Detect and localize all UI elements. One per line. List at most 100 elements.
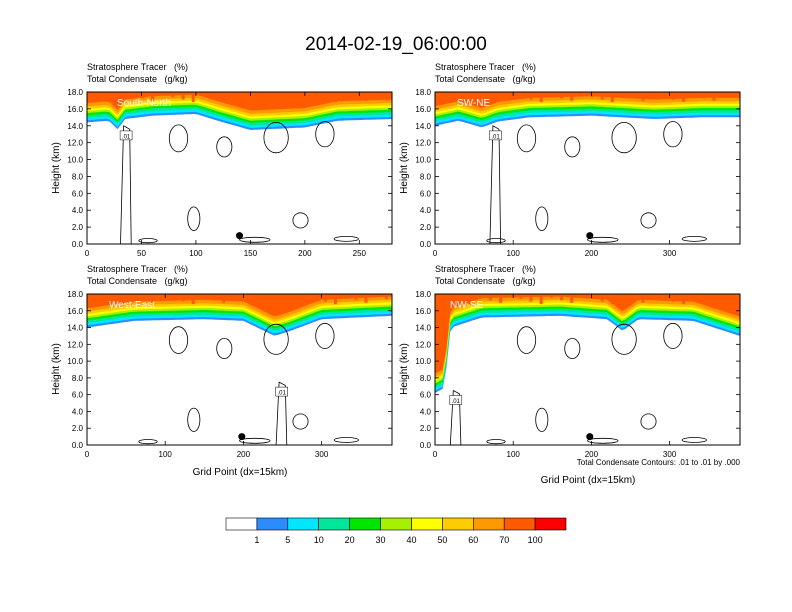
y-tick-label: 8.0 [420, 374, 432, 383]
tracer-streak [712, 294, 716, 303]
y-tick-label: 12.0 [67, 340, 83, 349]
y-axis-label: Height (km) [399, 343, 410, 395]
condensate-contour [449, 389, 462, 445]
x-tick-label: 200 [298, 249, 312, 258]
condensate-contour [516, 124, 537, 153]
x-tick-label: 200 [237, 450, 251, 459]
x-tick-label: 100 [189, 249, 203, 258]
condensate-contour [535, 206, 549, 231]
y-tick-label: 6.0 [420, 189, 432, 198]
x-axis-label: Grid Point (dx=15km) [193, 467, 288, 478]
contour-label: .01 [491, 134, 500, 140]
tracer-streak [651, 294, 655, 297]
y-tick-label: 0.0 [420, 441, 432, 450]
tracer-streak [222, 92, 226, 101]
colorbar-label: 60 [468, 535, 478, 545]
location-marker [238, 433, 246, 441]
x-tick-label: 150 [244, 249, 258, 258]
y-tick-label: 6.0 [72, 189, 84, 198]
contour-label-box [449, 395, 463, 405]
location-marker [236, 232, 243, 240]
tracer-field [87, 92, 392, 130]
tracer-streak [120, 92, 124, 103]
y-tick-label: 10.0 [67, 357, 83, 366]
tracer-band [435, 294, 740, 374]
colorbar-swatch [256, 517, 289, 531]
tracer-streak [509, 92, 513, 95]
tracer-streak [661, 92, 665, 98]
tracer-streak [151, 294, 155, 303]
contour-label: .01 [122, 134, 131, 140]
tracer-streak [478, 92, 482, 96]
y-tick-label: 8.0 [72, 172, 84, 181]
y-tick-label: 4.0 [72, 206, 84, 215]
tracer-streak [631, 92, 635, 99]
x-tick-label: 200 [585, 450, 599, 459]
y-tick-label: 16.0 [415, 105, 431, 114]
tracer-streak [313, 92, 317, 98]
y-tick-label: 12.0 [415, 139, 431, 148]
tracer-streak [560, 92, 563, 99]
y-tick-label: 16.0 [67, 105, 83, 114]
tracer-streak [539, 294, 543, 305]
tracer-streak [232, 294, 236, 297]
tracer-streak [293, 92, 297, 101]
tracer-streak [438, 294, 442, 297]
x-axis-label: Grid Point (dx=15km) [541, 475, 636, 486]
tracer-streak [120, 294, 124, 305]
colorbar-label: 1 [254, 535, 259, 545]
cross-section-label: NW-SE [450, 300, 483, 311]
tracer-streak [90, 92, 93, 95]
tracer-streak [262, 92, 266, 103]
tracer-streak [323, 294, 327, 302]
condensate-contour [333, 437, 359, 443]
condensate-contour [239, 437, 271, 444]
condensate-contour [611, 122, 637, 154]
contour-label: .01 [278, 391, 287, 397]
tracer-streak [631, 294, 635, 301]
tracer-field [435, 294, 740, 393]
tracer-streak [100, 294, 104, 299]
condensate-contour [681, 235, 707, 242]
tracer-streak [610, 294, 614, 305]
y-tick-label: 0.0 [72, 240, 84, 249]
condensate-contour [292, 413, 309, 430]
y-axis-label: Height (km) [51, 142, 62, 194]
x-tick-label: 300 [663, 450, 677, 459]
tracer-streak [252, 294, 256, 302]
tracer-streak [529, 92, 533, 100]
y-tick-label: 0.0 [420, 240, 432, 249]
y-tick-label: 10.0 [415, 357, 431, 366]
x-tick-label: 100 [507, 249, 521, 258]
y-tick-label: 4.0 [420, 206, 432, 215]
condensate-contour [486, 238, 506, 244]
condensate-contour [168, 124, 189, 153]
tracer-streak [570, 92, 574, 101]
y-tick-label: 4.0 [420, 407, 432, 416]
tracer-streak [161, 294, 165, 297]
plot-frame [86, 293, 393, 446]
panel-title-line1: Stratosphere Tracer (%) [87, 264, 188, 274]
plot-frame [434, 293, 741, 446]
tracer-streak [509, 294, 513, 297]
tracer-streak [590, 294, 594, 299]
tracer-streak [702, 294, 706, 301]
tracer-streak [488, 294, 492, 301]
plot-frame [434, 91, 741, 245]
condensate-contours: .01 [449, 322, 707, 445]
tracer-streak [519, 294, 523, 299]
y-tick-label: 18.0 [415, 88, 431, 97]
tracer-streak [570, 294, 574, 303]
tracer-streak [722, 92, 726, 95]
contour-label-box [119, 130, 133, 141]
tracer-streak [384, 92, 388, 98]
tracer-streak [313, 294, 317, 299]
x-tick-label: 300 [663, 249, 677, 258]
tracer-streak [478, 294, 482, 298]
tracer-streak [181, 294, 185, 302]
colorbar-label: 40 [406, 535, 416, 545]
tracer-streak [130, 294, 134, 298]
condensate-contour [138, 238, 158, 244]
colorbar-label: 30 [375, 535, 385, 545]
tracer-streak [661, 294, 665, 299]
